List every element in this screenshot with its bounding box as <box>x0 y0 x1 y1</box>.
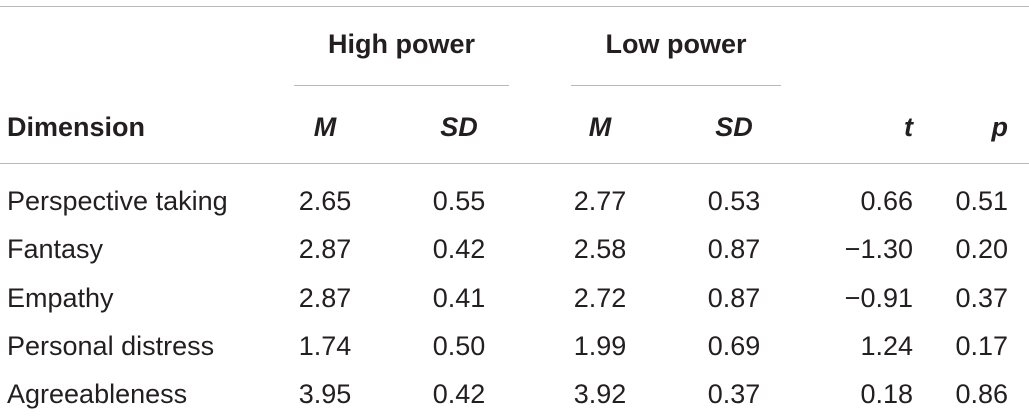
cell-p: 0.37 <box>955 283 1008 313</box>
cell-high-sd: 0.41 <box>432 283 486 313</box>
cell-high-m: 2.65 <box>298 186 352 216</box>
cell-high-m: 3.95 <box>298 379 352 409</box>
cell-high-m: 1.74 <box>298 331 352 361</box>
column-header-high-sd: SD <box>440 112 478 142</box>
cell-low-sd: 0.87 <box>707 283 761 313</box>
column-header-low-m: M <box>588 112 612 142</box>
header-bottom-rule <box>0 163 1029 164</box>
cell-t: 0.18 <box>860 379 913 409</box>
cell-t: 1.24 <box>860 331 913 361</box>
cell-low-sd: 0.53 <box>707 186 761 216</box>
cell-p: 0.51 <box>955 186 1008 216</box>
cell-dimension: Personal distress <box>7 331 215 361</box>
cell-dimension: Empathy <box>7 283 114 313</box>
cell-high-sd: 0.42 <box>432 234 486 264</box>
cell-p: 0.86 <box>955 379 1008 409</box>
cell-dimension: Perspective taking <box>7 186 228 216</box>
column-header-low-sd: SD <box>715 112 753 142</box>
group-rule-high-power <box>294 85 509 86</box>
column-header-p: p <box>991 112 1009 142</box>
cell-high-m: 2.87 <box>298 234 352 264</box>
cell-p: 0.20 <box>955 234 1008 264</box>
column-header-t: t <box>904 112 913 142</box>
cell-low-sd: 0.87 <box>707 234 761 264</box>
column-header-high-m: M <box>313 112 337 142</box>
cell-low-m: 2.72 <box>573 283 627 313</box>
table-top-rule <box>0 6 1029 7</box>
cell-low-m: 3.92 <box>573 379 627 409</box>
cell-t: −1.30 <box>844 234 913 264</box>
cell-low-m: 1.99 <box>573 331 627 361</box>
cell-low-m: 2.77 <box>573 186 627 216</box>
group-rule-low-power <box>571 85 781 86</box>
column-header-dimension: Dimension <box>7 112 146 142</box>
cell-high-m: 2.87 <box>298 283 352 313</box>
cell-dimension: Fantasy <box>7 234 104 264</box>
cell-high-sd: 0.55 <box>432 186 486 216</box>
cell-low-sd: 0.69 <box>707 331 761 361</box>
cell-low-m: 2.58 <box>573 234 627 264</box>
group-header-low-power: Low power <box>605 29 747 59</box>
group-header-high-power: High power <box>328 29 475 59</box>
cell-p: 0.17 <box>955 331 1008 361</box>
cell-low-sd: 0.37 <box>707 379 761 409</box>
cell-t: 0.66 <box>860 186 913 216</box>
cell-dimension: Agreeableness <box>7 379 188 409</box>
cell-high-sd: 0.42 <box>432 379 486 409</box>
cell-t: −0.91 <box>844 283 913 313</box>
cell-high-sd: 0.50 <box>432 331 486 361</box>
